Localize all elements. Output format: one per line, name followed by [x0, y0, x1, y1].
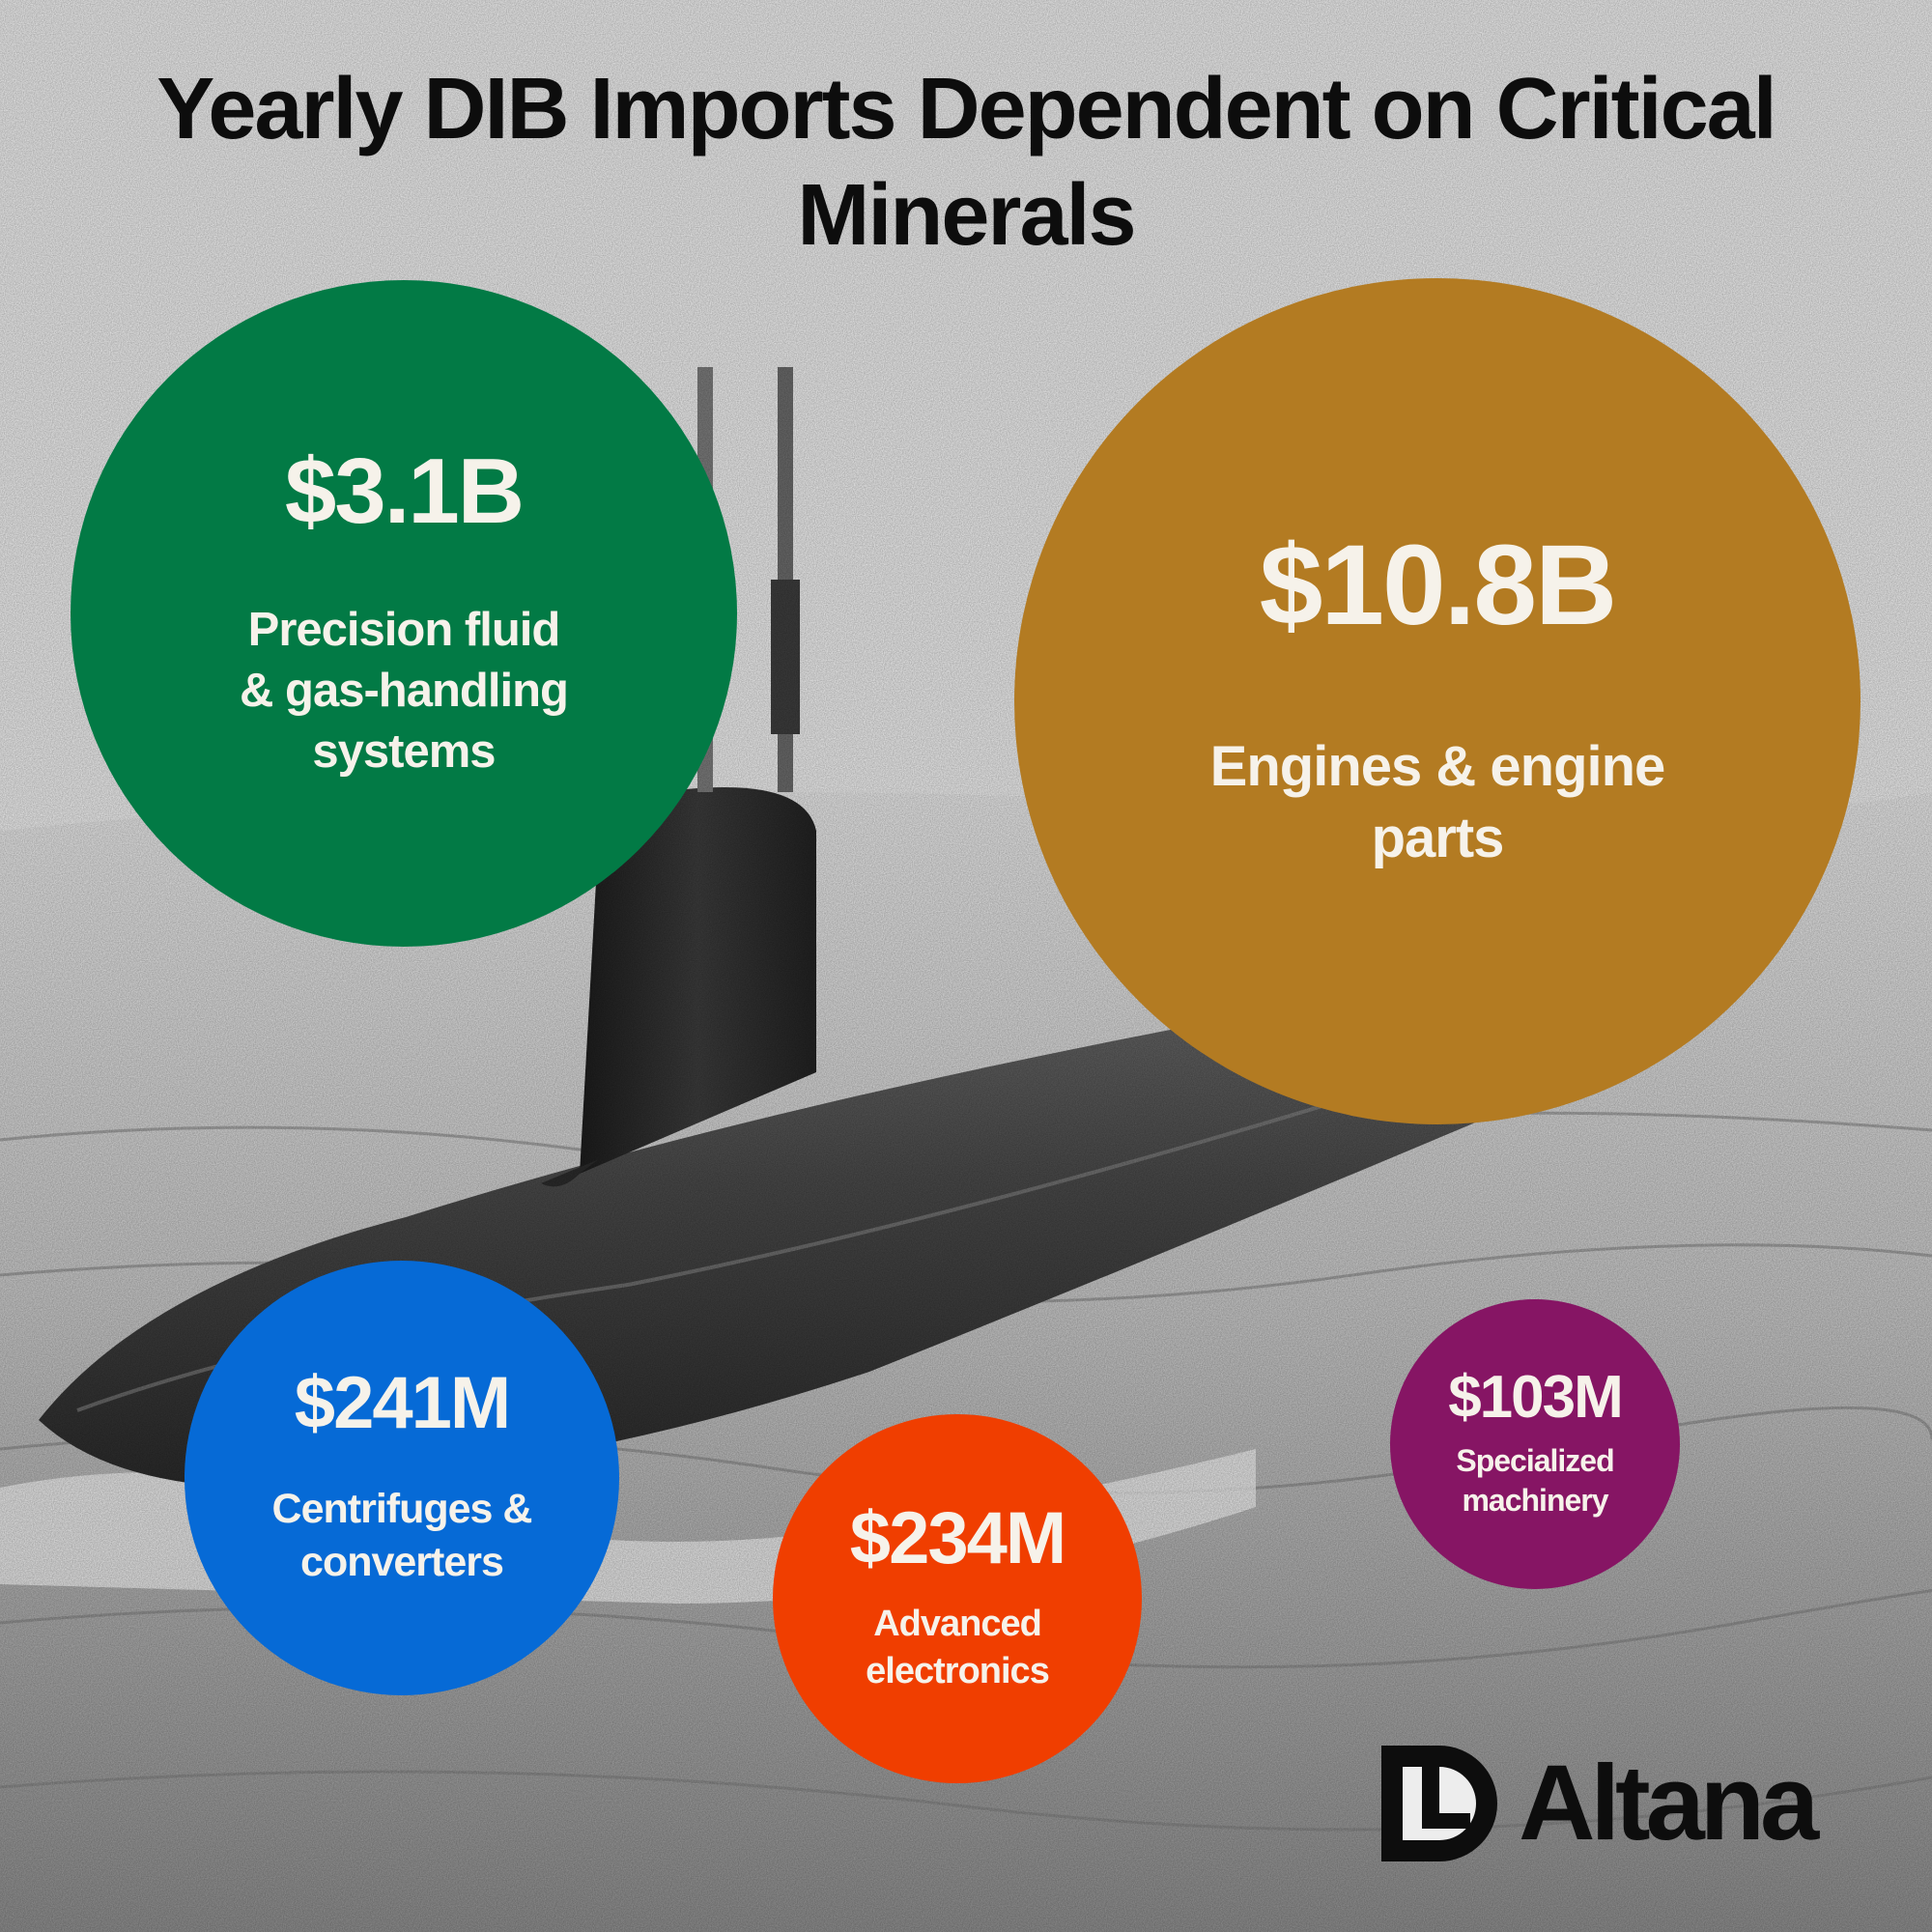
bubble-label-line: Engines & engine: [1209, 735, 1666, 798]
bubble-value: $241M: [294, 1362, 511, 1444]
bubble-label: Advanced electronics: [866, 1601, 1050, 1695]
bubble-label: Specialized machinery: [1456, 1441, 1614, 1520]
bubble-label-line: systems: [312, 724, 496, 778]
bubble-value: $10.8B: [1259, 522, 1618, 649]
bubble-fluid: $3.1B Precision fluid & gas-handling system…: [71, 280, 737, 947]
bubble-label-line: Advanced: [873, 1604, 1042, 1644]
bubble-label: Engines & engine parts: [1209, 731, 1666, 874]
bubble-engines: $10.8B Engines & engine parts: [1014, 278, 1861, 1124]
bubble-label-line: converters: [300, 1539, 504, 1585]
brand-logo: Altana: [1381, 1741, 1864, 1866]
bubble-value: $3.1B: [284, 439, 525, 543]
bubble-machinery: $103M Specialized machinery: [1390, 1299, 1680, 1589]
bubble-electronics: $234M Advanced electronics: [773, 1414, 1142, 1783]
bubble-label-line: Specialized: [1456, 1443, 1614, 1478]
bubble-label: Centrifuges & converters: [271, 1483, 533, 1589]
bubble-value: $234M: [849, 1497, 1066, 1579]
bubble-label-line: Precision fluid: [247, 603, 561, 656]
bubble-label-line: Centrifuges &: [271, 1486, 533, 1532]
chart-title: Yearly DIB Imports Dependent on Critical…: [156, 61, 1776, 264]
bubble-label-line: & gas-handling: [240, 664, 569, 717]
bubble-label-line: machinery: [1462, 1483, 1608, 1518]
bubble-label: Precision fluid & gas-handling systems: [240, 600, 569, 782]
bubble-label-line: electronics: [866, 1651, 1050, 1691]
brand-name: Altana: [1519, 1744, 1819, 1862]
bubble-centrifuges: $241M Centrifuges & converters: [185, 1261, 619, 1695]
bubble-value: $103M: [1448, 1364, 1624, 1431]
altana-logo-icon: [1381, 1746, 1497, 1861]
bubble-label-line: parts: [1371, 807, 1505, 869]
